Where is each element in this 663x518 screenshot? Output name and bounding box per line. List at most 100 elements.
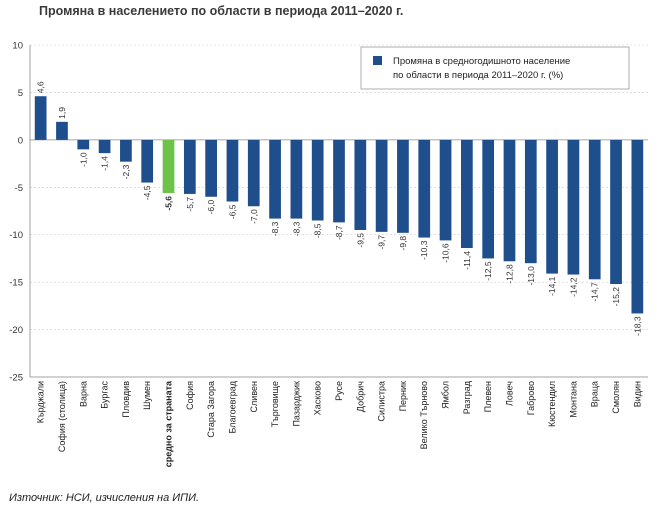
category-label: Силистра xyxy=(377,381,387,421)
value-label: -1,4 xyxy=(100,156,110,171)
category-label: Кърджали xyxy=(36,381,46,423)
category-label: Търговище xyxy=(270,381,280,427)
value-label: -12,8 xyxy=(504,264,514,284)
category-label: Видин xyxy=(632,381,642,407)
bar xyxy=(588,139,601,280)
y-tick-label: 0 xyxy=(18,135,23,146)
y-tick-label: 5 xyxy=(18,88,23,99)
bar xyxy=(546,139,558,274)
bar xyxy=(56,121,68,140)
category-label: Велико Търново xyxy=(419,381,429,449)
value-label: -9,5 xyxy=(355,233,365,248)
category-label: Добрич xyxy=(355,381,365,412)
y-tick-label: 10 xyxy=(12,41,23,52)
value-label: -7,0 xyxy=(249,209,259,224)
bar xyxy=(503,139,516,262)
bar xyxy=(311,139,324,221)
category-label: Стара Загора xyxy=(206,381,216,438)
chart-title: Промяна в населението по области в перио… xyxy=(39,4,404,18)
value-label: -11,4 xyxy=(462,251,472,270)
bar xyxy=(269,139,281,219)
bar xyxy=(98,139,111,154)
bar xyxy=(247,139,260,207)
value-label: -12,5 xyxy=(483,261,493,281)
category-label: Ловеч xyxy=(504,381,514,406)
legend-box xyxy=(360,46,630,90)
bars xyxy=(34,96,644,314)
value-label: -18,3 xyxy=(632,316,642,336)
value-label: -6,5 xyxy=(227,204,237,219)
value-labels: 4,6 1,9 -1,0 -1,4 -2,3 -4,5 -5,6 -5,7 -6,0 -6,5 -7… xyxy=(36,81,643,336)
category-label: Благоевград xyxy=(227,380,237,433)
value-label: -10,3 xyxy=(419,240,429,260)
bar xyxy=(397,139,409,233)
value-label: -9,8 xyxy=(398,236,408,251)
category-label: Смолян xyxy=(611,381,621,414)
legend-line-2: по области в периода 2011–2020 г. (%) xyxy=(393,70,563,81)
category-label: София xyxy=(185,381,195,410)
category-label: Варна xyxy=(78,381,88,407)
y-tick-label: -25 xyxy=(9,373,23,384)
category-label: Враца xyxy=(590,381,600,407)
bar xyxy=(375,139,388,232)
value-label: -4,5 xyxy=(142,185,152,200)
value-label: 4,6 xyxy=(36,81,46,93)
bar xyxy=(631,139,644,314)
category-label: Кюстендил xyxy=(547,381,557,427)
category-labels: Кърджали София (столица) Варна Бургас Пловди… xyxy=(36,380,643,467)
value-label: -14,1 xyxy=(547,276,557,296)
value-label: -5,6 xyxy=(164,196,174,211)
value-label: -9,7 xyxy=(377,235,387,250)
y-tick-label: -5 xyxy=(15,183,23,194)
bar xyxy=(610,139,622,285)
legend: Промяна в средногодишното население по о… xyxy=(360,46,630,90)
bar xyxy=(482,139,495,259)
category-label: Габрово xyxy=(526,381,536,415)
bar xyxy=(183,139,196,194)
bar xyxy=(418,139,431,238)
y-tick-label: -10 xyxy=(9,230,23,241)
value-label: -6,0 xyxy=(206,200,216,215)
bar xyxy=(567,139,580,275)
y-tick-label: -15 xyxy=(9,278,23,289)
bar xyxy=(439,139,452,241)
value-label: -14,7 xyxy=(590,282,600,302)
value-label: -14,2 xyxy=(568,277,578,297)
value-label: -5,7 xyxy=(185,197,195,212)
legend-swatch xyxy=(373,56,382,65)
category-label: Сливен xyxy=(249,381,259,412)
value-label: -8,3 xyxy=(270,221,280,236)
value-label: -8,3 xyxy=(291,221,301,236)
legend-line-1: Промяна в средногодишното население xyxy=(393,56,570,67)
source-note: Източник: НСИ, изчисления на ИПИ. xyxy=(9,492,200,504)
category-label: Шумен xyxy=(142,381,152,410)
value-label: -8,7 xyxy=(334,225,344,240)
category-label: Разград xyxy=(462,380,472,414)
value-label: -10,6 xyxy=(441,243,451,263)
category-label: Хасково xyxy=(313,381,323,415)
bar xyxy=(461,139,473,248)
bar xyxy=(141,139,154,183)
bar xyxy=(333,139,345,223)
bar xyxy=(77,139,90,150)
bar xyxy=(162,139,175,193)
bar xyxy=(205,139,217,197)
bar-chart: 10 5 0 -5 -10 -15 -20 -25 4,6 1,9 -1,0 -1,4 -2,3 -4,… xyxy=(9,41,648,467)
value-label: -2,3 xyxy=(121,164,131,179)
y-tick-label: -20 xyxy=(9,325,23,336)
bar xyxy=(290,139,303,219)
bar xyxy=(354,139,367,230)
value-label: -8,5 xyxy=(313,223,323,238)
category-label: Пазарджик xyxy=(291,381,301,427)
bar xyxy=(524,139,537,264)
value-label: 1,9 xyxy=(57,107,67,119)
y-axis: 10 5 0 -5 -10 -15 -20 -25 xyxy=(9,41,648,384)
category-label: Плевен xyxy=(483,381,493,412)
bar xyxy=(120,139,132,162)
category-label: Бургас xyxy=(100,381,110,409)
category-label: Перник xyxy=(398,381,408,411)
bar xyxy=(226,139,239,202)
value-label: -1,0 xyxy=(78,152,88,167)
category-label: Пловдив xyxy=(121,381,131,418)
category-label: София (столица) xyxy=(57,381,67,452)
